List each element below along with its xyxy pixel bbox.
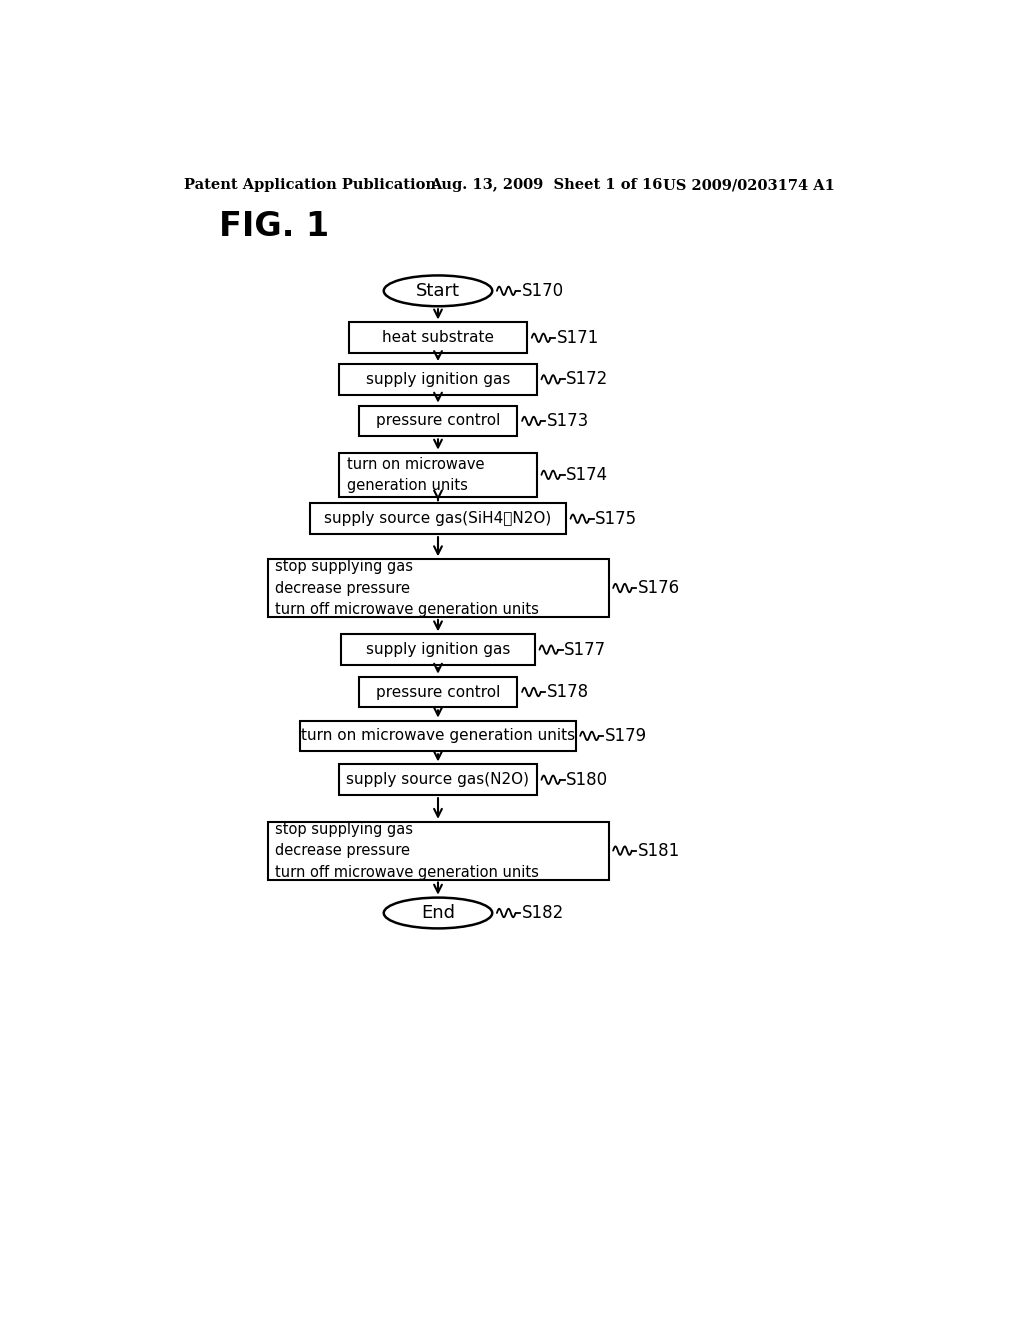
Text: pressure control: pressure control — [376, 413, 500, 429]
Text: S180: S180 — [566, 771, 608, 789]
Text: US 2009/0203174 A1: US 2009/0203174 A1 — [663, 178, 835, 193]
Text: S175: S175 — [595, 510, 638, 528]
Text: supply source gas(SiH4，N2O): supply source gas(SiH4，N2O) — [325, 511, 552, 527]
Text: supply source gas(N2O): supply source gas(N2O) — [346, 772, 529, 787]
Text: Aug. 13, 2009  Sheet 1 of 16: Aug. 13, 2009 Sheet 1 of 16 — [430, 178, 663, 193]
Text: pressure control: pressure control — [376, 685, 500, 700]
Text: S176: S176 — [638, 579, 680, 597]
Text: Patent Application Publication: Patent Application Publication — [183, 178, 436, 193]
Text: stop supplying gas
decrease pressure
turn off microwave generation units: stop supplying gas decrease pressure tur… — [275, 821, 539, 879]
Text: S171: S171 — [557, 329, 599, 347]
Text: S178: S178 — [547, 682, 589, 701]
Text: S182: S182 — [521, 904, 564, 921]
Text: turn on microwave generation units: turn on microwave generation units — [301, 729, 575, 743]
Text: FIG. 1: FIG. 1 — [219, 210, 330, 243]
Text: stop supplying gas
decrease pressure
turn off microwave generation units: stop supplying gas decrease pressure tur… — [275, 558, 539, 618]
Text: heat substrate: heat substrate — [382, 330, 494, 346]
Text: S177: S177 — [564, 640, 606, 659]
Text: End: End — [421, 904, 455, 921]
Text: S181: S181 — [638, 842, 680, 859]
Text: supply ignition gas: supply ignition gas — [366, 642, 510, 657]
Text: S170: S170 — [521, 282, 564, 300]
Text: S174: S174 — [566, 466, 608, 484]
Text: supply ignition gas: supply ignition gas — [366, 372, 510, 387]
Text: S173: S173 — [547, 412, 589, 430]
Text: S179: S179 — [605, 727, 647, 744]
Text: S172: S172 — [566, 371, 608, 388]
Text: Start: Start — [416, 282, 460, 300]
Text: turn on microwave
generation units: turn on microwave generation units — [347, 457, 484, 494]
